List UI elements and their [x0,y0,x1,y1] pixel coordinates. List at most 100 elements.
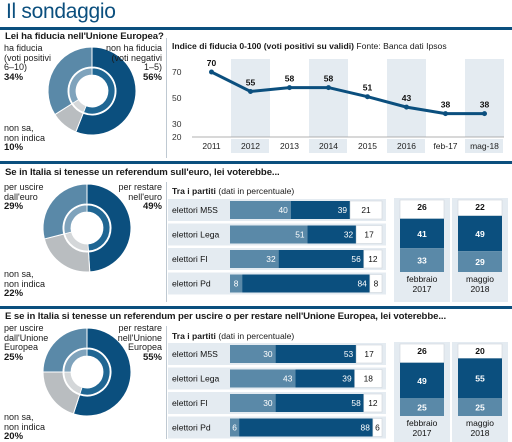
x-label-bg [387,139,425,153]
y-tick-label: 30 [172,119,182,129]
party3-column-label: 55 [475,374,485,384]
party2-bar-segment [242,274,370,293]
party2-bar-label: 21 [361,205,371,215]
party2-column-segment [400,248,444,272]
data-label: 38 [441,100,451,110]
data-point [443,111,448,117]
party2-column-segment [457,199,503,217]
party-chart-title-2: Tra i partiti (dati in percentuale) [172,186,295,196]
data-label: 38 [480,100,490,110]
x-tick-label: mag-18 [470,141,499,151]
donut2-left-pct: 29% [4,201,24,212]
party2-period-year: 2018 [471,284,490,294]
party2-bar-label: 84 [358,279,368,289]
party2-bar-segment [363,249,383,269]
section2-divider [166,182,167,302]
x-label-bg [426,139,464,153]
party3-column-segment [400,398,444,416]
line-chart-column-bg [309,59,348,137]
party2-column-label: 29 [475,257,485,267]
line-chart-trust-index: 70 50 30 20 70 55 58 58 51 43 38 38 2011 2012 2013 2014… [172,58,504,153]
data-label: 58 [285,74,295,84]
data-point [209,69,214,75]
party2-bar-segment [230,201,291,219]
line-chart-column-bg [465,59,504,137]
party-stacked-bars-eu: elettori M5S 30 53 17 elettori Lega 43 39 18 ele… [168,342,508,442]
party3-bar-segment [275,345,357,363]
line-chart-column-bg [270,59,309,137]
party2-column-segment [458,251,502,272]
donut1-slice-left [47,46,93,116]
party2-column-segment [400,218,444,249]
x-tick-label: 2011 [202,141,221,151]
x-tick-label: 2016 [397,141,416,151]
party3-bar-segment [363,393,383,413]
data-label: 70 [207,58,217,68]
trust-index-line [210,70,485,116]
x-label-bg [192,139,230,153]
party2-period-label: maggio [466,274,494,284]
party3-bar-label: 6 [232,423,237,433]
party3-bar-label: 53 [344,349,354,359]
donut3-right-pct: 55% [142,351,162,363]
header-rule [0,27,512,30]
party2-column-label: 49 [475,229,485,239]
party3-column-label: 25 [417,403,427,413]
line-chart-title: Indice di fiducia 0-100 (voti positivi s… [172,41,447,51]
donut3-slice-right [72,327,132,417]
donut1-other-pct: 10% [4,142,24,153]
party3-column-segment [400,362,444,398]
x-label-bg [465,139,503,153]
data-label: 58 [324,74,334,84]
data-label: 55 [246,78,256,88]
data-label: 51 [363,83,373,93]
party-chart-title-3: Tra i partiti (dati in percentuale) [172,331,295,341]
party2-bar-label: 8 [234,279,239,289]
party3-bar-segment [230,369,296,388]
party2-column-label: 41 [417,229,427,239]
donut-chart-trust [47,46,137,136]
data-point [482,111,487,117]
party2-bar-segment [307,225,357,244]
party2-bar-label: 39 [338,205,348,215]
party2-category-label: elettori M5S [172,205,218,215]
party2-bar-label: 56 [351,254,361,264]
x-label-bg [270,139,308,153]
party2-bar-label: 40 [278,205,288,215]
donut1-left-label: ha fiducia (voti positivi 6–10) 34% [4,43,52,83]
donut3-slice-left [42,327,88,373]
party3-bar-label: 30 [263,398,273,408]
donut1-inner-ring-2 [68,67,93,104]
donut3-inner-ring-2 [63,348,88,373]
section2-rule [0,306,512,309]
donut1-right-label: non ha fiducia (voti negativi 1–5) 56% [72,43,162,82]
party2-column-label: 22 [475,202,485,212]
donut3-other-label: non sa, non indica 20% [4,412,46,442]
donut2-hole [72,213,102,243]
donut2-right-pct: 49% [142,201,162,212]
party2-bar-label: 32 [266,254,276,264]
line-chart-column-bg [387,59,426,137]
data-point [326,85,331,91]
party2-period-year: 2017 [413,284,432,294]
donut2-slice-left [42,183,88,240]
donut2-right-label: per restare nell'euro 49% [80,182,162,212]
party3-bar-label: 18 [364,374,374,384]
y-tick-label: 50 [172,93,182,103]
party3-bar-label: 88 [361,423,371,433]
donut2-other-pct: 22% [4,288,24,299]
party3-bar-label: 17 [364,349,374,359]
party2-bar-segment [278,250,364,268]
donut2-inner-ring-2 [63,204,88,235]
section1-rule [0,161,512,164]
party2-bar-label: 51 [295,230,305,240]
party2-bar-label: 12 [368,254,378,264]
donut1-other-label: non sa, non indica 10% [4,123,46,153]
party3-bar-label: 30 [263,349,273,359]
party3-bar-segment [230,345,276,363]
party2-column-label: 33 [417,256,427,266]
line-chart-column-bg [426,59,465,137]
party-stacked-bars-euro: elettori M5S 40 39 21 elettori Lega 51 32 17 ele… [168,198,508,302]
party2-category-label: elettori Lega [172,230,220,240]
party3-bar-segment [295,369,355,388]
